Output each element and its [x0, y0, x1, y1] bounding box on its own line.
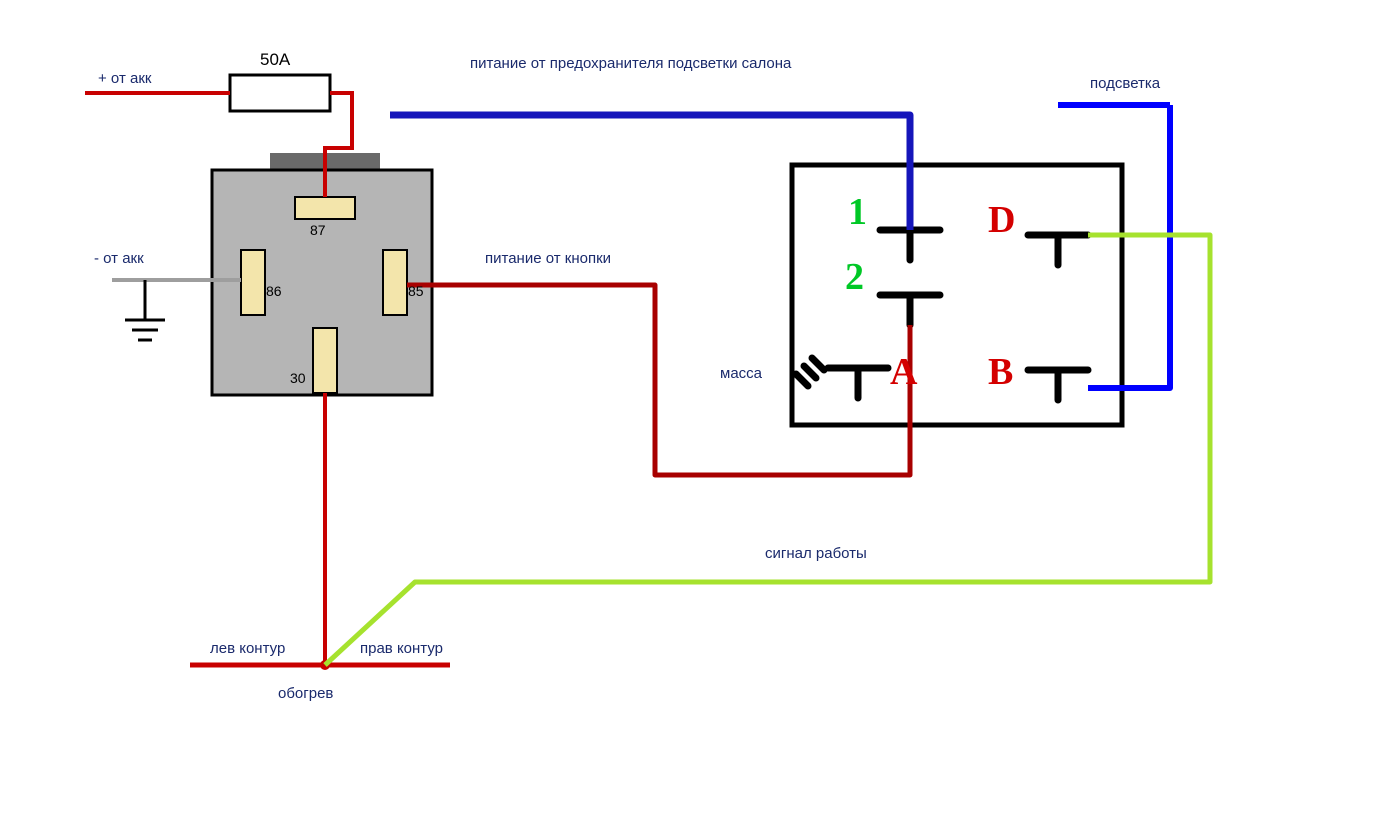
- button-term-B: [1028, 370, 1088, 400]
- button-term-A: [796, 358, 888, 398]
- label-fuse-power: питание от предохранителя подсветки сало…: [470, 55, 791, 72]
- button-term-1: [880, 230, 940, 260]
- wire-backlight-main: [1088, 105, 1170, 388]
- button-box: [792, 165, 1122, 425]
- label-signal: сигнал работы: [765, 545, 867, 562]
- wire-fuse-power-to-pin1: [390, 115, 910, 230]
- pin-label-30: 30: [290, 370, 306, 386]
- label-heating: обогрев: [278, 685, 333, 702]
- label-from-button: питание от кнопки: [485, 250, 611, 267]
- button-pin-D: D: [988, 198, 1015, 242]
- label-fuse-rating: 50A: [260, 50, 290, 70]
- label-plus-batt: + от акк: [98, 70, 151, 87]
- fuse-rect: [230, 75, 330, 111]
- pin-label-87: 87: [310, 222, 326, 238]
- relay-pin-85: [383, 250, 407, 315]
- relay-pin-86: [241, 250, 265, 315]
- label-minus-batt: - от акк: [94, 250, 144, 267]
- relay-pin-30: [313, 328, 337, 393]
- button-pin-B: B: [988, 350, 1013, 394]
- button-term-2: [880, 295, 940, 325]
- relay-pin-87: [295, 197, 355, 219]
- button-pin-2: 2: [845, 255, 864, 299]
- label-right-loop: прав контур: [360, 640, 443, 657]
- wire-85-to-pin2: [407, 285, 910, 475]
- pin-label-86: 86: [266, 283, 282, 299]
- label-mass: масса: [720, 365, 762, 382]
- button-pin-1: 1: [848, 190, 867, 234]
- button-pin-A: A: [890, 350, 917, 394]
- button-term-D: [1028, 235, 1088, 265]
- pin-label-85: 85: [408, 283, 424, 299]
- wire-signal: [325, 235, 1210, 665]
- ground-symbol: [125, 280, 165, 340]
- label-backlight: подсветка: [1090, 75, 1160, 92]
- label-left-loop: лев контур: [210, 640, 285, 657]
- diagram-svg: [0, 0, 1377, 833]
